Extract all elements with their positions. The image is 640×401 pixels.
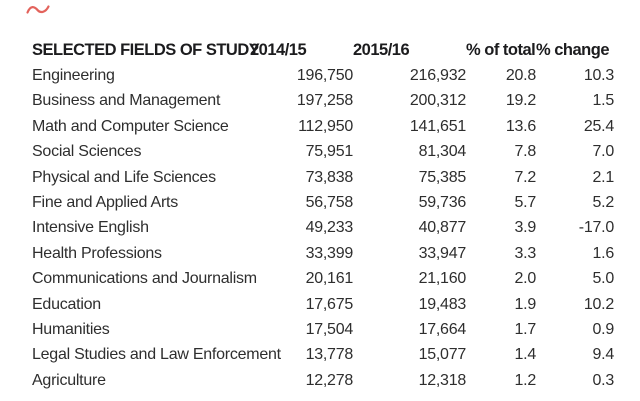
red-squiggle-annotation-icon — [26, 5, 50, 14]
value-cell: 33,947 — [418, 244, 467, 262]
value-cell: 13,778 — [305, 346, 354, 364]
value-cell: 197,258 — [296, 92, 353, 110]
value-cell: 200,312 — [409, 92, 466, 110]
field-label-cell: Fine and Applied Arts — [32, 194, 178, 212]
value-cell: 17,664 — [418, 320, 467, 338]
value-cell: 19,483 — [418, 295, 467, 313]
header-row: SELECTED FIELDS OF STUDY 2014/15 2015/16… — [0, 38, 640, 63]
field-label-cell: Business and Management — [32, 92, 221, 110]
value-cell: 81,304 — [418, 143, 467, 161]
value-cell: 21,160 — [418, 270, 467, 288]
field-label-cell: Math and Computer Science — [32, 117, 229, 135]
header-pct-change: % change — [536, 41, 610, 60]
value-cell: 15,077 — [418, 346, 467, 364]
value-cell: 7.8 — [514, 143, 537, 161]
value-cell: 1.6 — [592, 244, 615, 262]
value-cell: 73,838 — [305, 168, 354, 186]
value-cell: 20,161 — [305, 270, 354, 288]
header-pct-of-total: % of total — [466, 41, 536, 60]
value-cell: 0.9 — [592, 320, 615, 338]
field-label-cell: Engineering — [32, 67, 115, 85]
value-cell: 1.9 — [514, 295, 537, 313]
value-cell: 20.8 — [505, 67, 536, 85]
value-cell: 59,736 — [418, 194, 467, 212]
fields-of-study-table: SELECTED FIELDS OF STUDY 2014/15 2015/16… — [0, 38, 640, 393]
value-cell: 5.2 — [592, 194, 615, 212]
table-row: Legal Studies and Law Enforcement 13,778 1… — [0, 343, 640, 368]
table-row: Business and Management 197,258 200,312 19.… — [0, 89, 640, 114]
value-cell: 7.0 — [592, 143, 615, 161]
table-row: Engineering 196,750 216,932 20.8 10.3 — [0, 63, 640, 88]
value-cell: 9.4 — [592, 346, 615, 364]
field-label-cell: Education — [32, 295, 101, 313]
value-cell: 75,951 — [305, 143, 354, 161]
value-cell: 10.3 — [583, 67, 614, 85]
value-cell: 13.6 — [505, 117, 536, 135]
value-cell: 1.2 — [514, 371, 537, 389]
table-row: Fine and Applied Arts 56,758 59,736 5.7 5.2 — [0, 190, 640, 215]
table-body: Engineering 196,750 216,932 20.8 10.3 Busines… — [0, 63, 640, 393]
value-cell: 12,278 — [305, 371, 354, 389]
header-2015-16: 2015/16 — [353, 41, 410, 60]
table-row: Health Professions 33,399 33,947 3.3 1.6 — [0, 241, 640, 266]
value-cell: 141,651 — [409, 117, 466, 135]
value-cell: 3.9 — [514, 219, 537, 237]
field-label-cell: Agriculture — [32, 371, 106, 389]
value-cell: 1.5 — [592, 92, 615, 110]
field-label-cell: Intensive English — [32, 219, 149, 237]
field-label-cell: Communications and Journalism — [32, 270, 257, 288]
value-cell: 216,932 — [409, 67, 466, 85]
value-cell: 33,399 — [305, 244, 354, 262]
value-cell: 112,950 — [298, 117, 353, 135]
value-cell: 56,758 — [305, 194, 354, 212]
value-cell: 5.0 — [592, 270, 615, 288]
table-row: Social Sciences 75,951 81,304 7.8 7.0 — [0, 140, 640, 165]
value-cell: 7.2 — [514, 168, 537, 186]
field-label-cell: Humanities — [32, 320, 110, 338]
table-row: Intensive English 49,233 40,877 3.9 -17.0 — [0, 216, 640, 241]
field-label-cell: Social Sciences — [32, 143, 142, 161]
value-cell: 49,233 — [305, 219, 354, 237]
value-cell: 1.4 — [514, 346, 537, 364]
value-cell: 17,504 — [305, 320, 354, 338]
value-cell: -17.0 — [578, 219, 614, 237]
value-cell: 40,877 — [418, 219, 467, 237]
field-label-cell: Health Professions — [32, 244, 162, 262]
value-cell: 196,750 — [296, 67, 353, 85]
table-row: Humanities 17,504 17,664 1.7 0.9 — [0, 317, 640, 342]
value-cell: 19.2 — [505, 92, 536, 110]
value-cell: 12,318 — [418, 371, 467, 389]
value-cell: 5.7 — [514, 194, 537, 212]
table-row: Math and Computer Science 112,950 141,651 1… — [0, 114, 640, 139]
value-cell: 3.3 — [514, 244, 537, 262]
value-cell: 25.4 — [583, 117, 614, 135]
value-cell: 2.0 — [514, 270, 537, 288]
field-label-cell: Physical and Life Sciences — [32, 168, 216, 186]
table-row: Physical and Life Sciences 73,838 75,385 7.… — [0, 165, 640, 190]
table-row: Agriculture 12,278 12,318 1.2 0.3 — [0, 368, 640, 393]
field-label-cell: Legal Studies and Law Enforcement — [32, 346, 281, 364]
table-row: Communications and Journalism 20,161 21,16… — [0, 267, 640, 292]
value-cell: 2.1 — [592, 168, 615, 186]
value-cell: 0.3 — [592, 371, 615, 389]
table-header: SELECTED FIELDS OF STUDY 2014/15 2015/16… — [0, 38, 640, 63]
value-cell: 17,675 — [305, 295, 354, 313]
table-row: Education 17,675 19,483 1.9 10.2 — [0, 292, 640, 317]
value-cell: 75,385 — [418, 168, 467, 186]
value-cell: 1.7 — [514, 320, 537, 338]
value-cell: 10.2 — [583, 295, 614, 313]
header-selected-fields: SELECTED FIELDS OF STUDY — [32, 41, 260, 60]
header-2014-15: 2014/15 — [250, 41, 307, 60]
